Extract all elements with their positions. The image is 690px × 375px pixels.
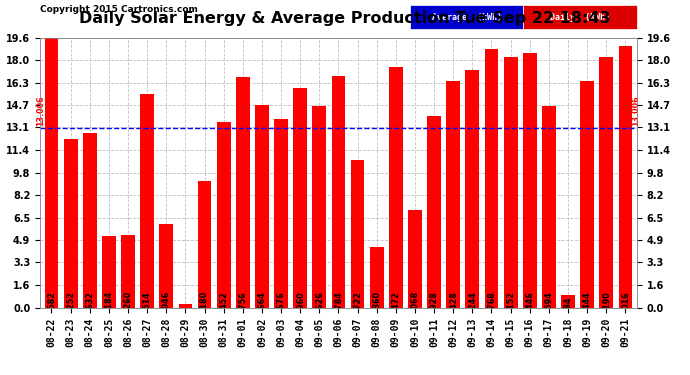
Bar (446, 81, 460, 308)
Bar (600, 57, 613, 308)
Bar (140, 94, 154, 308)
Text: 17.244: 17.244 (468, 291, 477, 322)
Bar (466, 70, 480, 308)
Text: 16.784: 16.784 (334, 291, 343, 322)
Text: Average  (kWh): Average (kWh) (432, 13, 502, 22)
FancyBboxPatch shape (410, 5, 524, 29)
Bar (580, 81, 594, 308)
Bar (102, 236, 116, 308)
Bar (45, 38, 59, 308)
Bar (504, 57, 518, 308)
Bar (217, 122, 230, 308)
Text: 18.190: 18.190 (602, 291, 611, 322)
Bar (542, 106, 555, 308)
Text: 14.626: 14.626 (315, 291, 324, 322)
Bar (523, 53, 537, 307)
Text: 5.184: 5.184 (104, 291, 113, 316)
Text: 18.152: 18.152 (506, 291, 515, 322)
Bar (83, 134, 97, 308)
Bar (255, 105, 269, 308)
Text: 5.260: 5.260 (124, 291, 132, 316)
Bar (274, 119, 288, 308)
Text: 19.582: 19.582 (47, 291, 56, 322)
Text: 0.884: 0.884 (564, 297, 573, 322)
Text: 10.722: 10.722 (353, 291, 362, 322)
Text: 13.006: 13.006 (631, 96, 640, 126)
Bar (618, 45, 632, 308)
Bar (293, 88, 307, 308)
Bar (484, 49, 498, 308)
Text: 16.756: 16.756 (238, 291, 247, 322)
Bar (236, 76, 250, 308)
Text: 13.452: 13.452 (219, 291, 228, 322)
Text: 15.514: 15.514 (143, 291, 152, 322)
Bar (121, 235, 135, 308)
Text: 12.632: 12.632 (86, 291, 95, 322)
Bar (332, 76, 345, 308)
Bar (197, 181, 211, 308)
Text: 4.360: 4.360 (372, 291, 381, 316)
FancyBboxPatch shape (524, 5, 637, 29)
Text: 13.676: 13.676 (277, 291, 286, 322)
Text: Copyright 2015 Cartronics.com: Copyright 2015 Cartronics.com (40, 5, 198, 14)
Text: 15.960: 15.960 (296, 291, 305, 322)
Text: 16.428: 16.428 (448, 291, 457, 322)
Text: 17.472: 17.472 (391, 291, 400, 322)
Text: 9.180: 9.180 (200, 291, 209, 316)
Text: 14.664: 14.664 (257, 291, 266, 322)
Bar (179, 304, 193, 307)
Text: Daily Solar Energy & Average Production Tue Sep 22 18:43: Daily Solar Energy & Average Production … (79, 11, 611, 26)
Bar (389, 67, 403, 308)
Text: 6.046: 6.046 (161, 291, 171, 316)
Text: 7.068: 7.068 (411, 291, 420, 316)
Bar (351, 160, 364, 308)
Text: 12.252: 12.252 (66, 291, 75, 322)
Text: Daily  (kWh): Daily (kWh) (550, 13, 610, 22)
Text: 13.928: 13.928 (430, 291, 439, 322)
Text: 18.768: 18.768 (487, 291, 496, 322)
Text: 19.016: 19.016 (621, 291, 630, 322)
Bar (313, 106, 326, 307)
Text: 14.594: 14.594 (544, 291, 553, 322)
Text: 13.006: 13.006 (37, 96, 46, 126)
Text: 18.446: 18.446 (525, 291, 534, 322)
Text: 0.268: 0.268 (181, 305, 190, 330)
Bar (63, 139, 77, 308)
Bar (427, 116, 441, 308)
Bar (408, 210, 422, 308)
Text: 16.444: 16.444 (582, 291, 591, 322)
Bar (159, 224, 173, 308)
Bar (561, 296, 575, 307)
Bar (370, 248, 384, 308)
